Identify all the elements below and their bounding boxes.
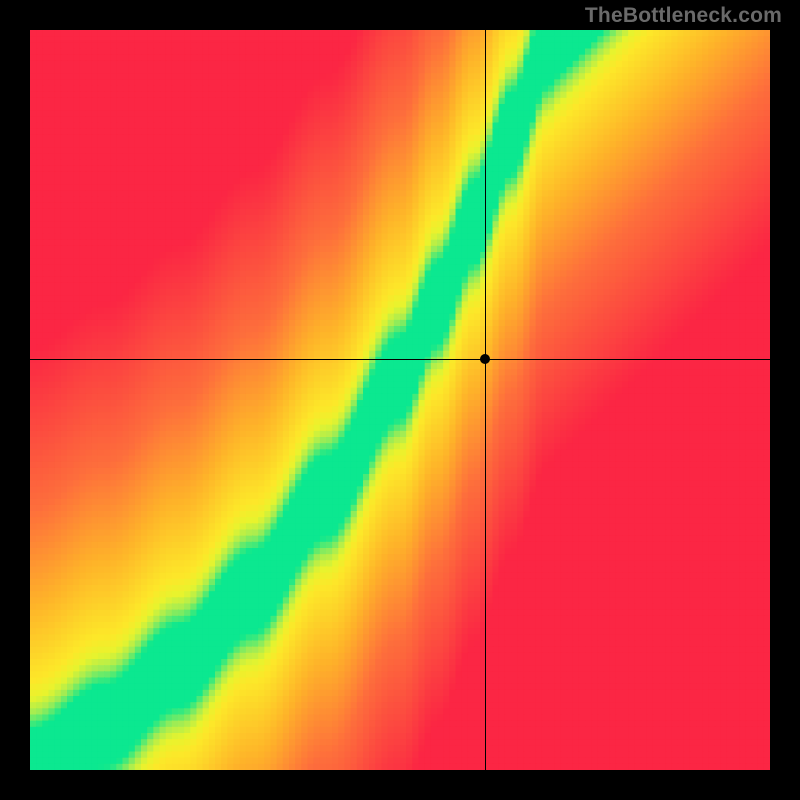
crosshair-marker-dot xyxy=(480,354,490,364)
crosshair-vertical xyxy=(485,30,486,770)
crosshair-horizontal xyxy=(30,359,770,360)
heatmap-canvas xyxy=(30,30,770,770)
watermark-text: TheBottleneck.com xyxy=(585,4,782,28)
heatmap-plot xyxy=(30,30,770,770)
